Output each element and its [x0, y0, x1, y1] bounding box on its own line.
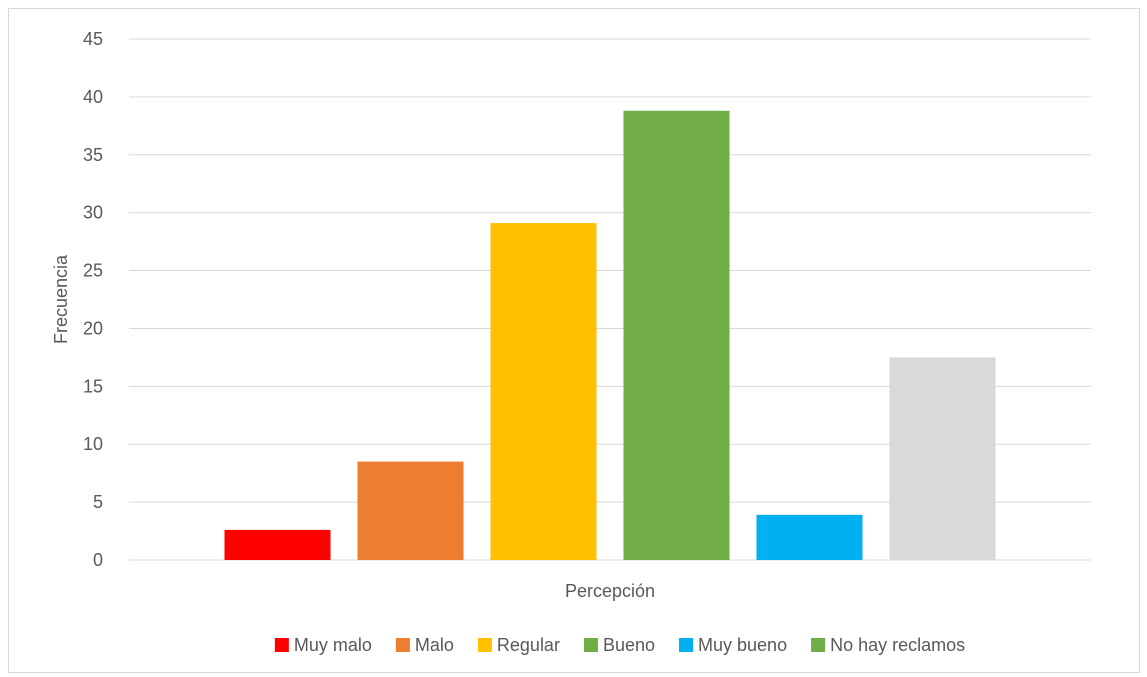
bar — [224, 529, 331, 560]
gridlines — [129, 38, 1091, 561]
y-axis-title: Frecuencia — [51, 254, 71, 344]
bars — [224, 110, 996, 560]
bar — [889, 357, 996, 560]
chart-frame: 0 5 10 15 20 25 30 35 40 45 Percepción Frecuencia… — [8, 8, 1140, 673]
y-tick-label: 25 — [83, 261, 103, 281]
legend-swatch — [583, 638, 598, 652]
legend-swatch — [274, 638, 289, 652]
legend-swatch — [395, 638, 410, 652]
bar — [756, 514, 863, 560]
legend-swatch — [679, 638, 694, 652]
legend-label: Muy bueno — [698, 635, 787, 655]
y-tick-label: 45 — [83, 29, 103, 49]
legend-label: No hay reclamos — [830, 635, 965, 655]
y-axis-ticks: 0 5 10 15 20 25 30 35 40 45 — [83, 29, 103, 570]
y-tick-label: 20 — [83, 318, 103, 338]
legend-swatch — [811, 638, 826, 652]
legend-label: Bueno — [603, 635, 655, 655]
bar — [490, 223, 597, 560]
bar-chart: 0 5 10 15 20 25 30 35 40 45 Percepción Frecuencia… — [51, 29, 1091, 655]
y-tick-label: 40 — [83, 87, 103, 107]
y-tick-label: 10 — [83, 434, 103, 454]
bar — [357, 461, 464, 560]
y-tick-label: 15 — [83, 376, 103, 396]
legend: Muy malo Malo Regular Bueno Muy bueno No hay … — [274, 635, 965, 655]
x-axis-title: Percepción — [565, 581, 655, 601]
legend-label: Muy malo — [294, 635, 372, 655]
legend-label: Regular — [497, 635, 560, 655]
legend-swatch — [477, 638, 492, 652]
y-tick-label: 0 — [93, 550, 103, 570]
y-tick-label: 30 — [83, 203, 103, 223]
y-tick-label: 5 — [93, 492, 103, 512]
bar — [623, 110, 730, 560]
y-tick-label: 35 — [83, 145, 103, 165]
legend-label: Malo — [415, 635, 454, 655]
